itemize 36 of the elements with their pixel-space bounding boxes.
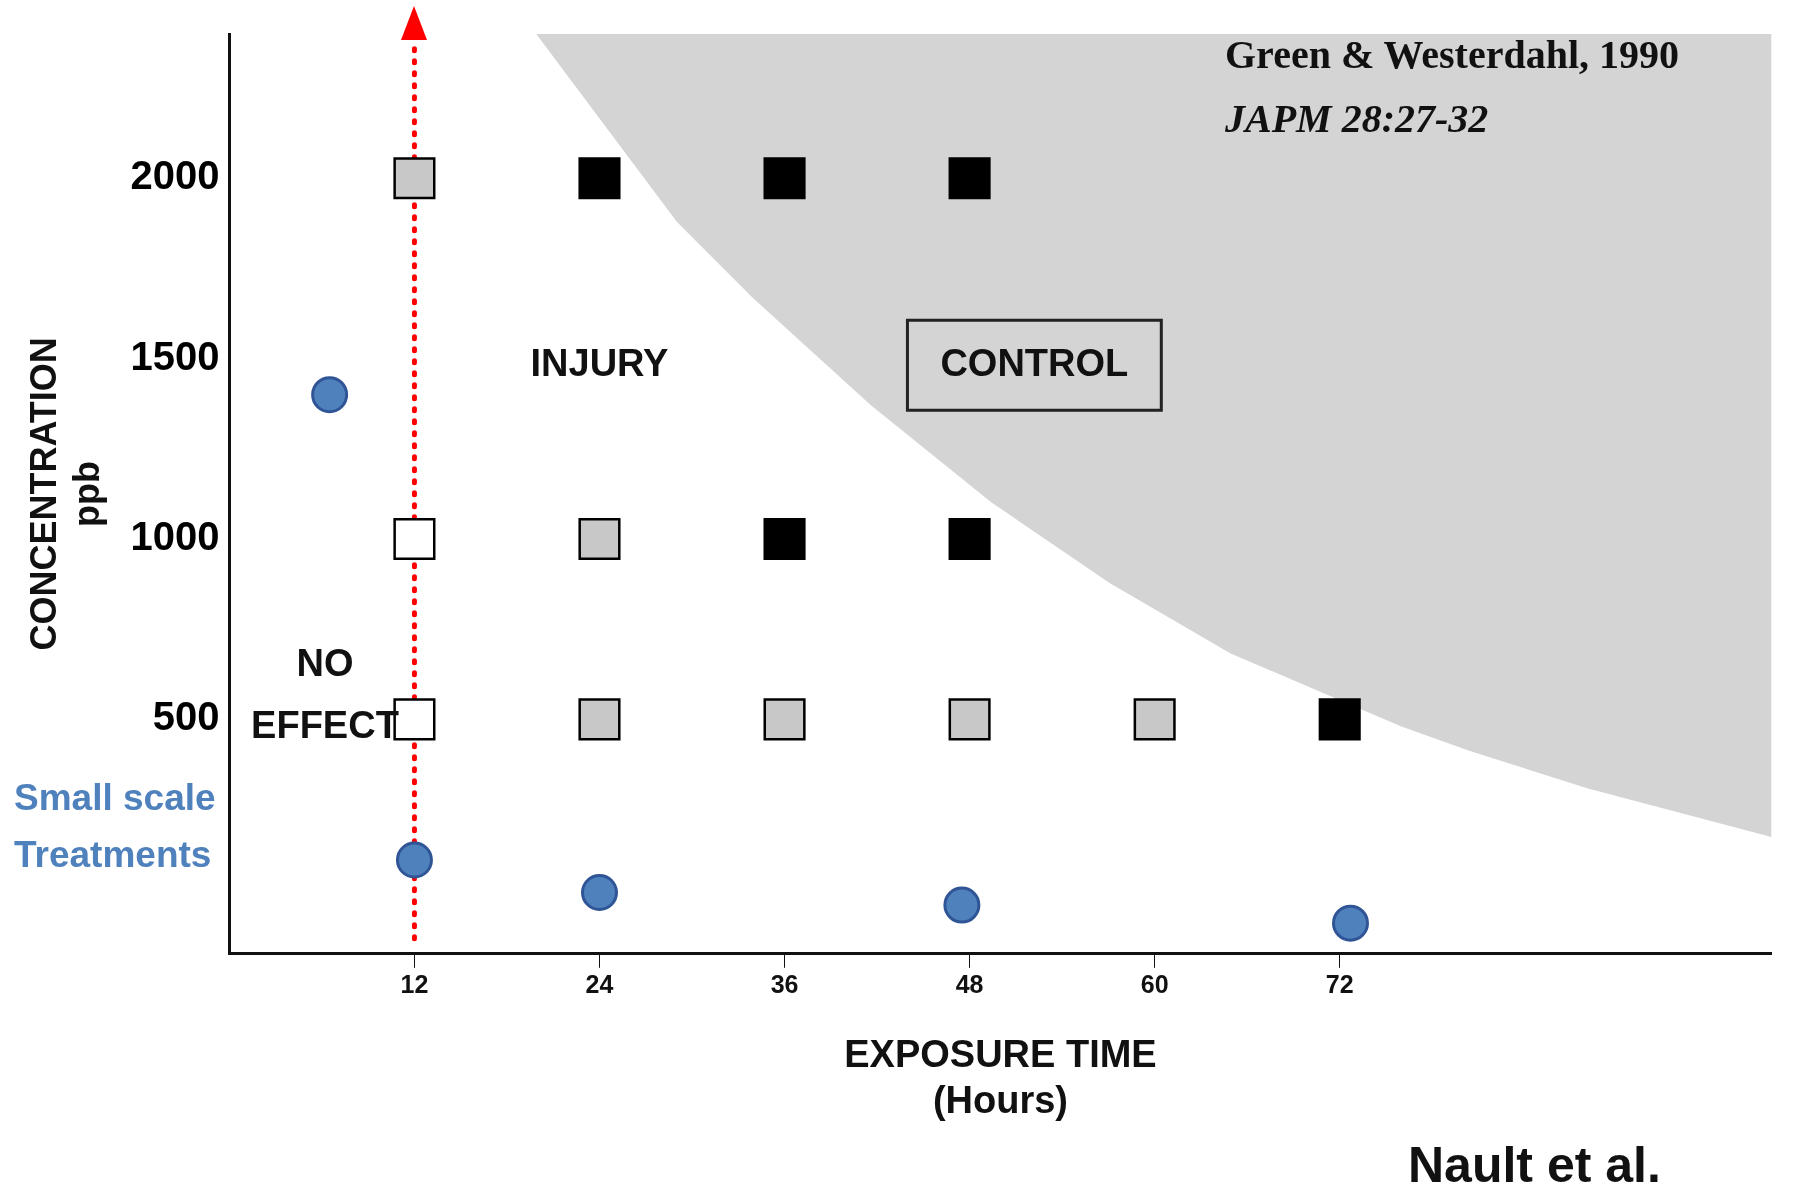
point [311, 376, 349, 414]
point [763, 517, 806, 561]
point [395, 841, 433, 879]
point [943, 886, 981, 924]
x-tick-label: 12 [400, 969, 429, 998]
point [763, 157, 806, 200]
x-tick-label: 48 [955, 969, 984, 998]
point [948, 517, 991, 561]
annotation: Green & Westerdahl, 1990 [1225, 32, 1680, 78]
point [580, 873, 618, 911]
x-tick-label: 24 [585, 969, 614, 998]
y-tick-label: 1000 [130, 514, 220, 559]
x-tick-label: 36 [770, 969, 799, 998]
point [393, 517, 436, 561]
annotation: INJURY [530, 341, 669, 384]
x-tick-label: 72 [1325, 969, 1354, 998]
point [578, 698, 621, 741]
y-tick-label: 2000 [130, 153, 220, 198]
point [948, 157, 991, 200]
x-tick-label: 60 [1140, 969, 1169, 998]
point [578, 157, 621, 200]
x-axis-title: EXPOSURE TIME (Hours) [844, 1033, 1157, 1121]
point [393, 157, 436, 200]
annotation: JAPM 28:27-32 [1224, 96, 1489, 142]
text: Small scale Treatments [14, 777, 216, 876]
point [1133, 698, 1176, 741]
annotation: CONTROL [940, 341, 1129, 384]
y-tick-label: 1500 [130, 333, 220, 378]
y-tick-label: 500 [152, 694, 220, 739]
point [1318, 698, 1361, 741]
point [948, 698, 991, 741]
y-axis-title: CONCENTRATION ppb [22, 337, 107, 651]
point [763, 698, 806, 741]
text: Nault et al. [1408, 1136, 1661, 1193]
point [1332, 904, 1369, 942]
point [578, 517, 621, 561]
